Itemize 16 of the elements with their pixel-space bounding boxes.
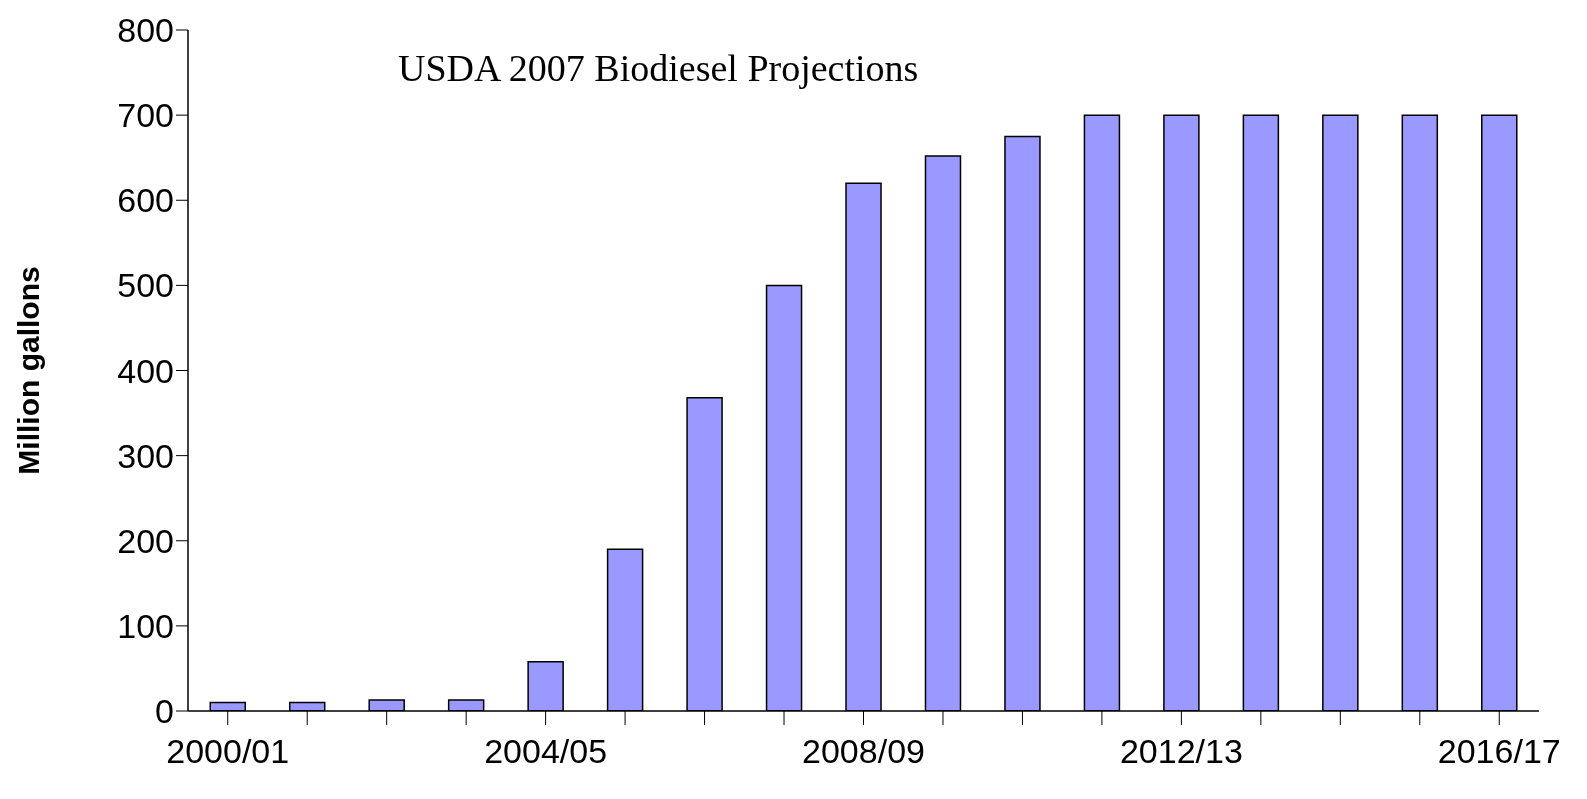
- y-tick-label: 300: [117, 436, 174, 475]
- y-tick-label: 600: [117, 181, 174, 220]
- x-tick-label: 2008/09: [802, 732, 925, 771]
- x-tick-label: 2012/13: [1119, 732, 1243, 771]
- y-axis-title: Million gallons: [11, 266, 45, 475]
- y-tick-label: 100: [117, 606, 174, 645]
- y-tick-label: 500: [117, 266, 174, 305]
- y-tick-label: 0: [155, 692, 174, 731]
- y-tick-label: 400: [117, 351, 174, 390]
- y-tick-label: 700: [117, 96, 174, 135]
- x-tick-label: 2004/05: [484, 732, 608, 771]
- y-tick-label: 200: [117, 521, 174, 560]
- x-tick-label: 2016/17: [1437, 732, 1561, 771]
- chart-title: USDA 2007 Biodiesel Projections: [398, 46, 919, 90]
- x-tick-label: 2000/01: [166, 732, 290, 771]
- y-tick-label: 800: [117, 11, 174, 50]
